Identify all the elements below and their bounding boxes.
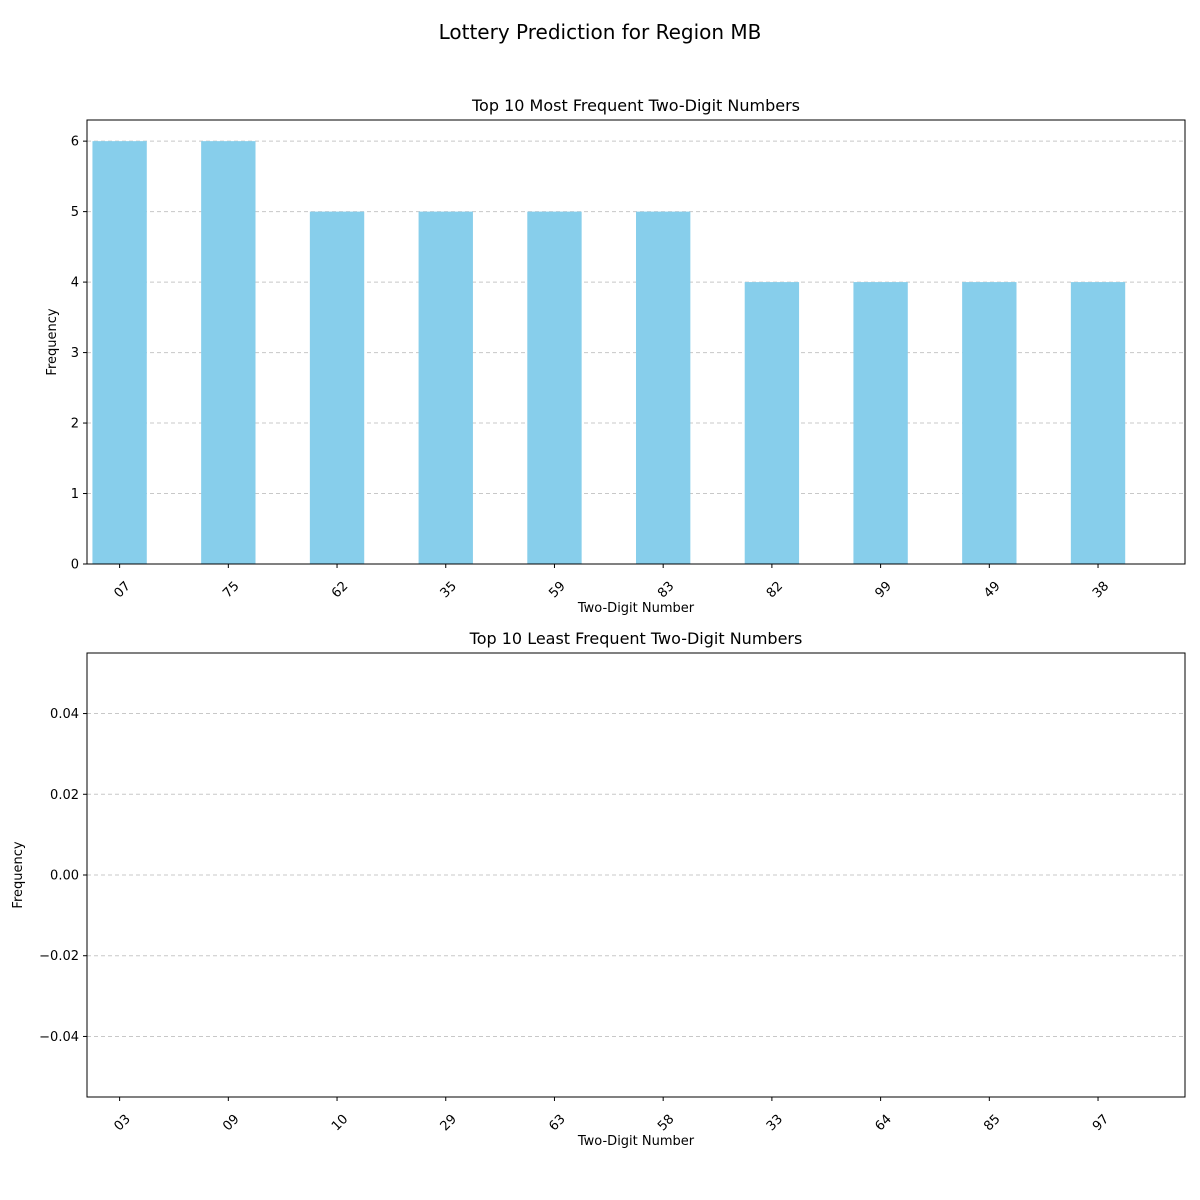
chart1-bar — [201, 141, 256, 564]
chart1-xtick-label: 59 — [546, 579, 568, 601]
chart1-xtick-label: 99 — [873, 579, 895, 601]
chart1-bar — [309, 211, 365, 564]
chart1-bar — [418, 211, 473, 564]
chart1-bar — [744, 282, 800, 564]
chart2-xtick-label: 63 — [546, 1112, 568, 1134]
chart1-xtick-label: 35 — [438, 579, 460, 601]
chart2-xtick-label: 29 — [438, 1112, 460, 1134]
chart1-xtick-label: 38 — [1090, 579, 1112, 601]
chart1-ytick-label: 5 — [71, 205, 79, 220]
chart2-xtick-label: 03 — [112, 1112, 134, 1134]
chart1-xlabel: Two-Digit Number — [577, 601, 695, 616]
chart2-ytick-label: −0.02 — [39, 949, 79, 964]
figure-title: Lottery Prediction for Region MB — [438, 20, 762, 44]
chart2-ytick-label: 0.00 — [50, 869, 79, 884]
chart1-ytick-label: 3 — [71, 346, 79, 361]
chart1-xtick-label: 62 — [329, 579, 351, 601]
chart2-xtick-label: 97 — [1090, 1112, 1112, 1134]
chart1-ytick-label: 0 — [71, 558, 79, 573]
chart2-ytick-label: −0.04 — [39, 1030, 79, 1045]
chart2-xtick-label: 85 — [981, 1112, 1003, 1134]
chart1-title: Top 10 Most Frequent Two-Digit Numbers — [471, 96, 800, 115]
chart2-xtick-label: 33 — [764, 1112, 786, 1134]
chart1-bar — [636, 211, 691, 564]
chart2-xtick-label: 09 — [220, 1112, 242, 1134]
chart2-xtick-label: 58 — [655, 1112, 677, 1134]
chart1-ytick-label: 4 — [71, 276, 79, 291]
chart1-ylabel: Frequency — [45, 308, 60, 375]
chart1-xtick-label: 82 — [764, 579, 786, 601]
chart1-bar — [853, 282, 908, 564]
chart1-bar — [962, 282, 1017, 564]
chart2-xtick-label: 64 — [873, 1112, 895, 1134]
chart2-ytick-label: 0.02 — [50, 788, 79, 803]
chart1-ytick-label: 2 — [71, 417, 79, 432]
chart1-ytick-label: 1 — [71, 487, 79, 502]
chart2-xlabel: Two-Digit Number — [577, 1134, 695, 1149]
chart2-ylabel: Frequency — [11, 841, 26, 908]
chart1-bar — [527, 211, 582, 564]
chart1-xtick-label: 07 — [112, 579, 134, 601]
chart2-ytick-label: 0.04 — [50, 707, 79, 722]
chart2-title: Top 10 Least Frequent Two-Digit Numbers — [469, 629, 803, 648]
chart1-bar — [1070, 282, 1126, 564]
chart1-bar — [92, 141, 147, 564]
chart1-xtick-label: 49 — [981, 579, 1003, 601]
chart1-xtick-label: 83 — [655, 579, 677, 601]
chart1-axes-frame — [86, 119, 1186, 565]
chart1-xtick-label: 75 — [220, 579, 242, 601]
chart2-xtick-label: 10 — [329, 1112, 351, 1134]
chart1-ytick-label: 6 — [71, 135, 79, 150]
